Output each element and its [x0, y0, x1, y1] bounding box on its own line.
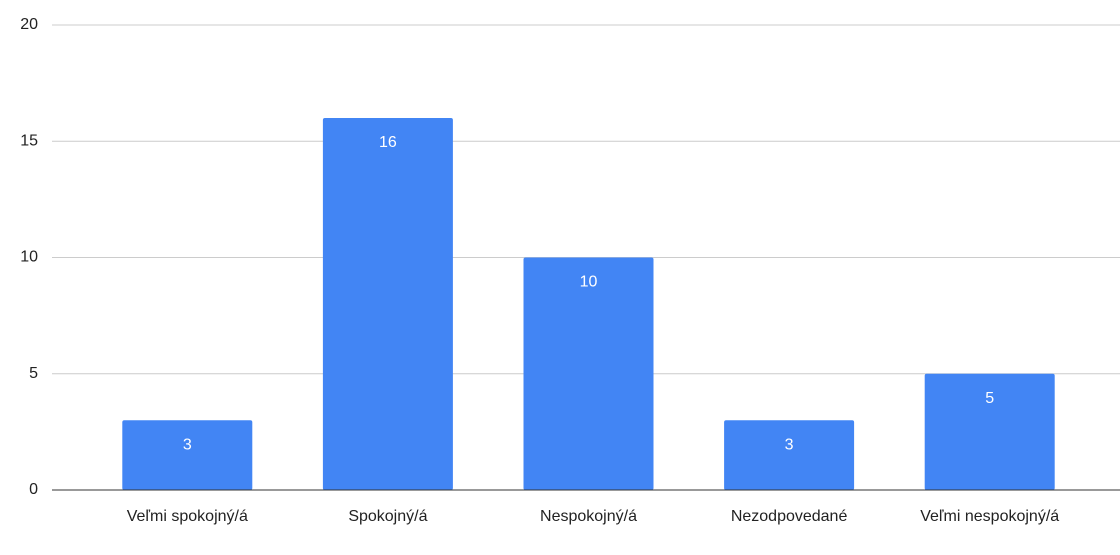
data-label: 3	[785, 436, 794, 453]
bar	[322, 118, 453, 490]
x-tick-label: Spokojný/á	[348, 508, 427, 525]
y-tick-label: 10	[20, 249, 38, 266]
y-tick-label: 15	[20, 132, 38, 149]
x-tick-label: Nespokojný/á	[540, 508, 637, 525]
x-tick-label: Veľmi spokojný/á	[127, 508, 248, 525]
y-tick-label: 5	[29, 365, 38, 382]
x-tick-label: Nezodpovedané	[731, 508, 848, 525]
data-label: 5	[985, 390, 994, 407]
bar	[924, 373, 1055, 490]
x-tick-label: Veľmi nespokojný/á	[920, 508, 1059, 525]
bar	[523, 257, 654, 490]
y-tick-label: 0	[29, 481, 38, 498]
bar	[724, 420, 855, 490]
y-tick-label: 20	[20, 16, 38, 33]
data-label: 3	[183, 436, 192, 453]
data-label: 16	[379, 134, 397, 151]
data-label: 10	[580, 274, 598, 291]
bar	[122, 420, 253, 490]
